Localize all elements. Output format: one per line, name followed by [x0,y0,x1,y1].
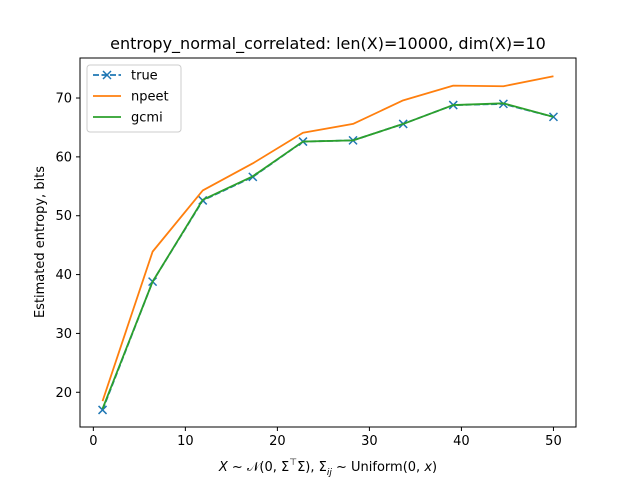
y-axis-ticks: 20 30 40 50 60 70 [55,92,80,401]
y-tick-label: 40 [55,268,72,283]
x-tick-label: 10 [177,434,194,449]
legend-label-true: true [131,69,158,84]
x-axis-label: X ~ 𝒩(0, Σ⊤Σ), Σij ~ Uniform(0, x) [218,458,437,478]
data-point-true [548,112,558,122]
legend-marker-true [102,70,112,80]
x-tick-label: 20 [269,434,286,449]
data-point-true [98,405,108,415]
x-tick-label: 0 [89,434,97,449]
legend-box [86,64,182,133]
x-axis-label-rhs: ~ Uniform(0, [332,460,424,475]
legend-label-npeet: npeet [131,90,169,105]
chart-title: entropy_normal_correlated: len(X)=10000,… [110,34,546,54]
x-tick-label: 30 [361,434,378,449]
y-tick-label: 70 [55,92,72,107]
x-axis-label-subscript: ij [327,468,333,478]
series-layer [98,75,558,415]
x-axis-label-transpose: ⊤ [289,458,297,468]
x-axis-label-x: x [423,460,432,475]
x-axis-label-args-end: Σ), Σ [297,460,327,475]
y-tick-label: 20 [55,386,72,401]
plot-frame [79,57,577,428]
legend: true npeet gcmi [86,64,182,133]
x-axis-ticks: 0 10 20 30 40 50 [89,427,562,449]
x-axis-label-args: (0, Σ [259,460,289,475]
series-line-gcmi [101,102,554,410]
y-tick-label: 60 [55,150,72,165]
x-tick-label: 50 [545,434,562,449]
y-tick-label: 30 [55,327,72,342]
series-line-npeet [101,75,554,402]
y-tick-label: 50 [55,209,72,224]
x-tick-label: 40 [453,434,470,449]
x-axis-label-close: ) [432,460,437,475]
x-axis-label-normal: 𝒩 [247,460,262,475]
x-axis-label-lhs: X ~ [218,460,247,475]
y-axis-label: Estimated entropy, bits [33,166,48,318]
legend-label-gcmi: gcmi [131,111,163,126]
